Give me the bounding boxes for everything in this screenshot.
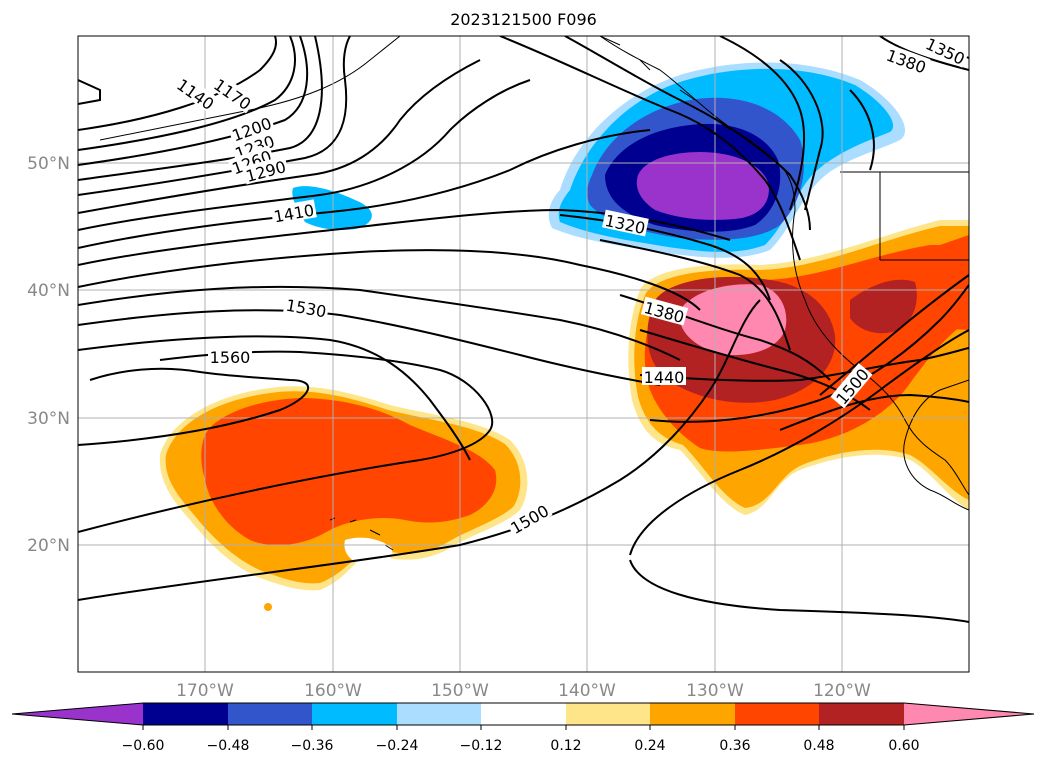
colorbar-tick-label: −0.60 — [122, 738, 165, 754]
negative-anomaly-region — [292, 62, 906, 258]
colorbar-tick-label: −0.48 — [207, 738, 250, 754]
map-frame — [77, 35, 970, 673]
colorbar-over-triangle — [904, 703, 1034, 725]
lat-label-20n: 20°N — [27, 536, 70, 556]
colorbar-tick-label: 0.12 — [550, 738, 581, 754]
lon-label-130w: 130°W — [686, 681, 744, 701]
colorbar-tick-label: −0.36 — [291, 738, 334, 754]
colorbar-tick-label: −0.12 — [460, 738, 503, 754]
colorbar: −0.60 −0.48 −0.36 −0.24 −0.12 0.12 0.24 … — [11, 702, 1035, 754]
colorbar-bin-5 — [481, 703, 566, 725]
colorbar-bin-1 — [143, 703, 228, 725]
colorbar-tick-label: 0.48 — [803, 738, 834, 754]
contour-label-1440: 1440 — [644, 368, 685, 387]
lon-label-160w: 160°W — [304, 681, 362, 701]
colorbar-bin-6 — [566, 703, 650, 725]
colorbar-bin-3 — [312, 703, 397, 725]
colorbar-tick-marks — [142, 725, 905, 730]
colorbar-bin-2 — [228, 703, 312, 725]
lon-label-140w: 140°W — [558, 681, 616, 701]
colorbar-bin-8 — [735, 703, 819, 725]
longitude-labels: 170°W 160°W 150°W 140°W 130°W 120°W — [176, 681, 871, 701]
contour-label-1560: 1560 — [210, 348, 251, 367]
latitude-labels: 50°N 40°N 30°N 20°N — [27, 154, 70, 556]
colorbar-bin-9 — [819, 703, 904, 725]
colorbar-tick-label: 0.60 — [888, 738, 919, 754]
colorbar-under-triangle — [12, 703, 143, 725]
colorbar-tick-label: 0.36 — [719, 738, 750, 754]
map-area: 1140 1170 1200 1230 1260 1290 1320 1350 … — [78, 36, 969, 672]
colorbar-bin-7 — [650, 703, 735, 725]
colorbar-bin-4 — [397, 703, 481, 725]
colorbar-tick-label: −0.24 — [376, 738, 419, 754]
lon-label-150w: 150°W — [431, 681, 489, 701]
lat-label-50n: 50°N — [27, 154, 70, 174]
lon-label-120w: 120°W — [813, 681, 871, 701]
height-contours — [78, 36, 969, 623]
map-title: 2023121500 F096 — [450, 10, 597, 29]
colorbar-tick-label: 0.24 — [634, 738, 665, 754]
lat-label-30n: 30°N — [27, 409, 70, 429]
lat-label-40n: 40°N — [27, 281, 70, 301]
lon-label-170w: 170°W — [176, 681, 234, 701]
contour-labels: 1140 1170 1200 1230 1260 1290 1320 1350 … — [172, 36, 969, 538]
